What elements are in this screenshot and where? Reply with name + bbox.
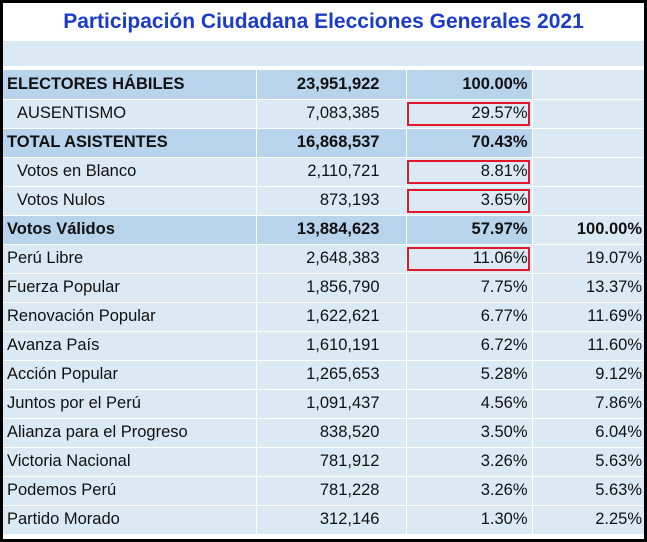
row-label: Renovación Popular	[3, 301, 256, 331]
row-percent-valid	[531, 156, 644, 186]
row-label: Podemos Perú	[3, 475, 256, 505]
row-percent-valid	[531, 185, 644, 215]
row-value: 873,193	[255, 185, 406, 215]
row-percent-highlighted: 11.06%	[405, 243, 532, 273]
row-percent-valid: 2.25%	[531, 504, 644, 534]
results-table: ELECTORES HÁBILES 23,951,922 100.00% AUS…	[3, 70, 644, 534]
row-value: 1,622,621	[255, 301, 406, 331]
row-percent-valid: 7.86%	[531, 388, 644, 418]
row-label: Perú Libre	[3, 243, 256, 273]
row-label: Votos Válidos	[3, 214, 256, 244]
row-percent: 70.43%	[405, 127, 532, 157]
table-row: Perú Libre 2,648,383 11.06% 19.07%	[3, 243, 644, 273]
row-percent: 100.00%	[405, 70, 532, 99]
row-value: 1,091,437	[255, 388, 406, 418]
row-value: 1,265,653	[255, 359, 406, 389]
table-row: Votos Válidos 13,884,623 57.97% 100.00%	[3, 214, 644, 244]
row-value: 1,610,191	[255, 330, 406, 360]
table-row: Victoria Nacional 781,912 3.26% 5.63%	[3, 446, 644, 476]
row-value: 2,648,383	[255, 243, 406, 273]
table-row: Partido Morado 312,146 1.30% 2.25%	[3, 504, 644, 534]
row-percent: 3.26%	[405, 446, 532, 476]
results-sheet: Participación Ciudadana Elecciones Gener…	[3, 3, 644, 539]
table-row: Renovación Popular 1,622,621 6.77% 11.69…	[3, 301, 644, 331]
blank-row	[3, 41, 644, 66]
table-row: Fuerza Popular 1,856,790 7.75% 13.37%	[3, 272, 644, 302]
row-percent: 6.72%	[405, 330, 532, 360]
row-label: ELECTORES HÁBILES	[7, 74, 185, 93]
row-percent-valid: 11.69%	[531, 301, 644, 331]
row-percent: 3.65%	[480, 191, 528, 209]
row-percent-valid: 100.00%	[531, 214, 644, 244]
row-label: Acción Popular	[3, 359, 256, 389]
row-value: 838,520	[255, 417, 406, 447]
row-value: 23,951,922	[255, 70, 406, 99]
table-row: Alianza para el Progreso 838,520 3.50% 6…	[3, 417, 644, 447]
row-percent: 29.57%	[471, 104, 528, 122]
row-percent: 7.75%	[405, 272, 532, 302]
row-percent-highlighted: 29.57%	[405, 98, 532, 128]
row-percent-valid: 11.60%	[531, 330, 644, 360]
table-row: Votos en Blanco 2,110,721 8.81%	[3, 156, 644, 186]
row-label: Fuerza Popular	[3, 272, 256, 302]
row-percent: 3.50%	[405, 417, 532, 447]
row-value: 781,912	[255, 446, 406, 476]
row-percent-valid: 13.37%	[531, 272, 644, 302]
row-percent-valid: 6.04%	[531, 417, 644, 447]
row-value: 781,228	[255, 475, 406, 505]
row-percent-valid: 19.07%	[531, 243, 644, 273]
row-label: TOTAL ASISTENTES	[3, 127, 256, 157]
row-value: 13,884,623	[255, 214, 406, 244]
row-label: Votos en Blanco	[3, 156, 256, 186]
row-percent: 4.56%	[405, 388, 532, 418]
row-percent-valid	[531, 70, 644, 99]
row-label: Partido Morado	[3, 504, 256, 534]
row-label: Victoria Nacional	[3, 446, 256, 476]
row-percent: 8.81%	[480, 162, 528, 180]
sheet-title: Participación Ciudadana Elecciones Gener…	[63, 10, 584, 33]
row-label: Juntos por el Perú	[3, 388, 256, 418]
row-value: 1,856,790	[255, 272, 406, 302]
row-value: 2,110,721	[255, 156, 406, 186]
row-percent: 11.06%	[472, 249, 528, 267]
row-percent-highlighted: 8.81%	[405, 156, 532, 186]
row-value: 312,146	[255, 504, 406, 534]
row-percent: 5.28%	[405, 359, 532, 389]
row-percent-highlighted: 3.65%	[405, 185, 532, 215]
table-row: ELECTORES HÁBILES 23,951,922 100.00%	[3, 70, 644, 99]
table-row: Podemos Perú 781,228 3.26% 5.63%	[3, 475, 644, 505]
row-label: Avanza País	[3, 330, 256, 360]
row-label: Alianza para el Progreso	[3, 417, 256, 447]
table-row: TOTAL ASISTENTES 16,868,537 70.43%	[3, 127, 644, 157]
table-row: Acción Popular 1,265,653 5.28% 9.12%	[3, 359, 644, 389]
row-percent-valid: 5.63%	[531, 475, 644, 505]
row-percent-valid: 9.12%	[531, 359, 644, 389]
row-percent-valid	[531, 98, 644, 128]
table-row: Avanza País 1,610,191 6.72% 11.60%	[3, 330, 644, 360]
table-row: AUSENTISMO 7,083,385 29.57%	[3, 98, 644, 128]
row-percent-valid	[531, 127, 644, 157]
table-row: Votos Nulos 873,193 3.65%	[3, 185, 644, 215]
row-percent: 57.97%	[405, 214, 532, 244]
row-percent: 1.30%	[405, 504, 532, 534]
row-percent: 6.77%	[405, 301, 532, 331]
row-label: Votos Nulos	[3, 185, 256, 215]
row-value: 7,083,385	[255, 98, 406, 128]
row-percent: 3.26%	[405, 475, 532, 505]
row-value: 16,868,537	[255, 127, 406, 157]
row-label: AUSENTISMO	[3, 98, 256, 128]
row-percent-valid: 5.63%	[531, 446, 644, 476]
table-row: Juntos por el Perú 1,091,437 4.56% 7.86%	[3, 388, 644, 418]
